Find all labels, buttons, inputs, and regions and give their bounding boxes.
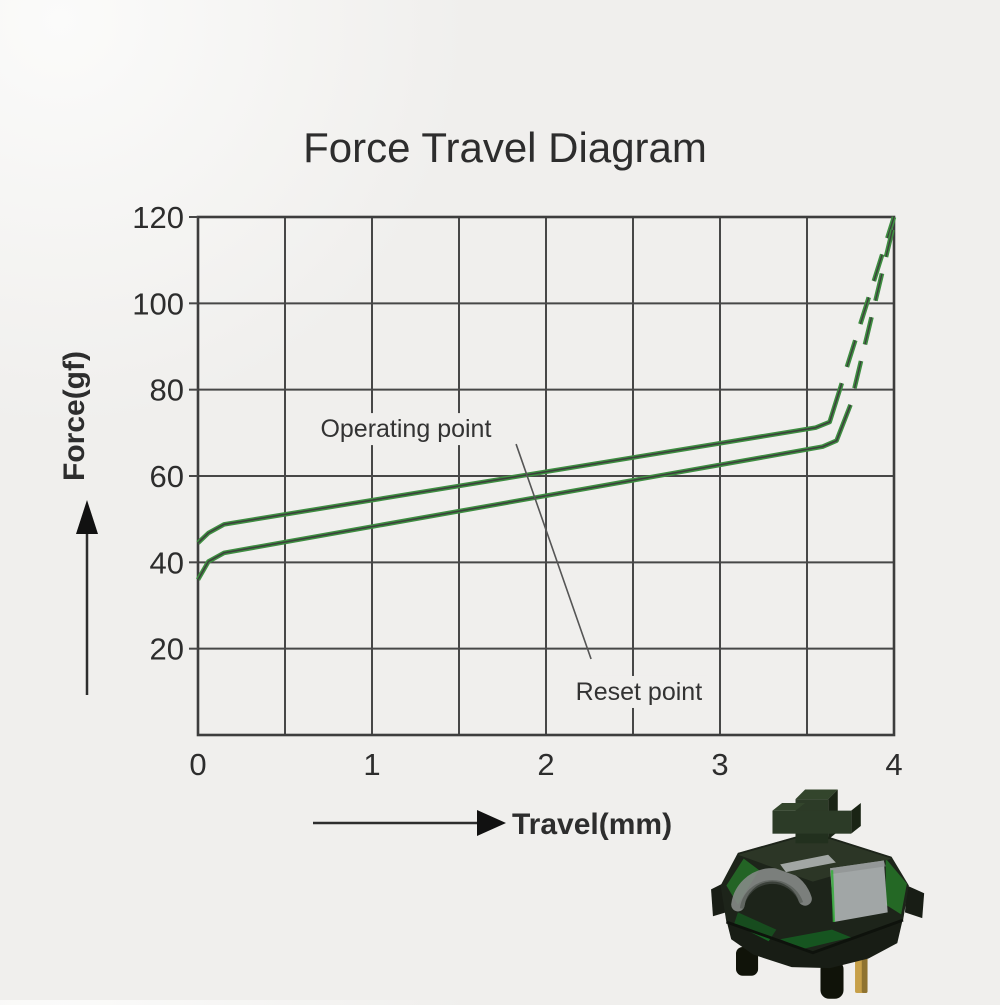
switch-stem-top xyxy=(795,789,838,800)
annotation-leader-line xyxy=(515,443,592,660)
y-tick-label: 60 xyxy=(150,459,184,494)
annotation-label: Reset point xyxy=(576,678,703,706)
switch-bottom-housing xyxy=(726,918,904,969)
switch-top-slit xyxy=(780,854,836,873)
switch-window xyxy=(830,860,888,922)
x-tick-label: 4 xyxy=(885,747,902,782)
x-tick-label: 0 xyxy=(189,747,206,782)
switch-stem-base xyxy=(795,833,829,844)
switch-green-glow xyxy=(885,858,907,915)
switch-spring-shade xyxy=(739,880,804,909)
switch-stem xyxy=(772,789,861,844)
switch-green-glow xyxy=(780,929,852,949)
x-tick-label: 1 xyxy=(363,747,380,782)
force-curve-dashed-core xyxy=(841,216,895,384)
annotation-label-bg xyxy=(570,675,708,708)
force-curve-core xyxy=(197,382,843,544)
force-curve xyxy=(196,403,853,581)
force-curve-core xyxy=(197,404,852,580)
switch-green-line xyxy=(830,870,836,923)
switch-product-image xyxy=(711,789,925,999)
right-arrow-icon xyxy=(477,810,506,836)
y-tick-label: 20 xyxy=(150,632,184,667)
up-arrow-icon xyxy=(76,500,98,534)
y-axis-label: Force(gf) xyxy=(58,351,91,481)
switch-spring xyxy=(731,868,812,912)
x-tick-label: 3 xyxy=(711,747,728,782)
switch-window-edge xyxy=(830,860,886,874)
y-axis-arrow xyxy=(76,500,98,695)
force-curve xyxy=(196,382,844,545)
annotation-label: Operating point xyxy=(320,415,491,443)
grid-layer xyxy=(189,215,896,737)
x-axis-label: Travel(mm) xyxy=(512,808,672,841)
curve-layer xyxy=(196,216,897,581)
switch-stem-arm-top xyxy=(772,802,806,811)
y-tick-label: 100 xyxy=(132,286,184,321)
x-axis-arrow xyxy=(313,810,506,836)
switch-seam xyxy=(725,918,904,955)
y-tick-label: 80 xyxy=(150,373,184,408)
annotation-layer: Operating point Reset point xyxy=(315,413,708,708)
switch-bottom-post xyxy=(820,960,844,999)
switch-gold-pin-shade xyxy=(861,954,868,994)
x-tick-label: 2 xyxy=(537,747,554,782)
force-curve-dashed-core xyxy=(849,223,895,405)
y-tick-label: 120 xyxy=(132,200,184,235)
tick-label-layer: 20 40 60 80 100 120 0 1 2 3 4 xyxy=(132,200,902,782)
switch-right-latch xyxy=(904,885,925,919)
chart-title: Force Travel Diagram xyxy=(303,124,707,171)
switch-left-foot xyxy=(736,946,759,976)
switch-green-glow xyxy=(734,912,777,942)
switch-stem-arm-side xyxy=(851,802,861,834)
switch-stem-arm xyxy=(772,810,852,834)
y-tick-label: 40 xyxy=(150,545,184,580)
annotation-label-bg xyxy=(315,413,497,446)
